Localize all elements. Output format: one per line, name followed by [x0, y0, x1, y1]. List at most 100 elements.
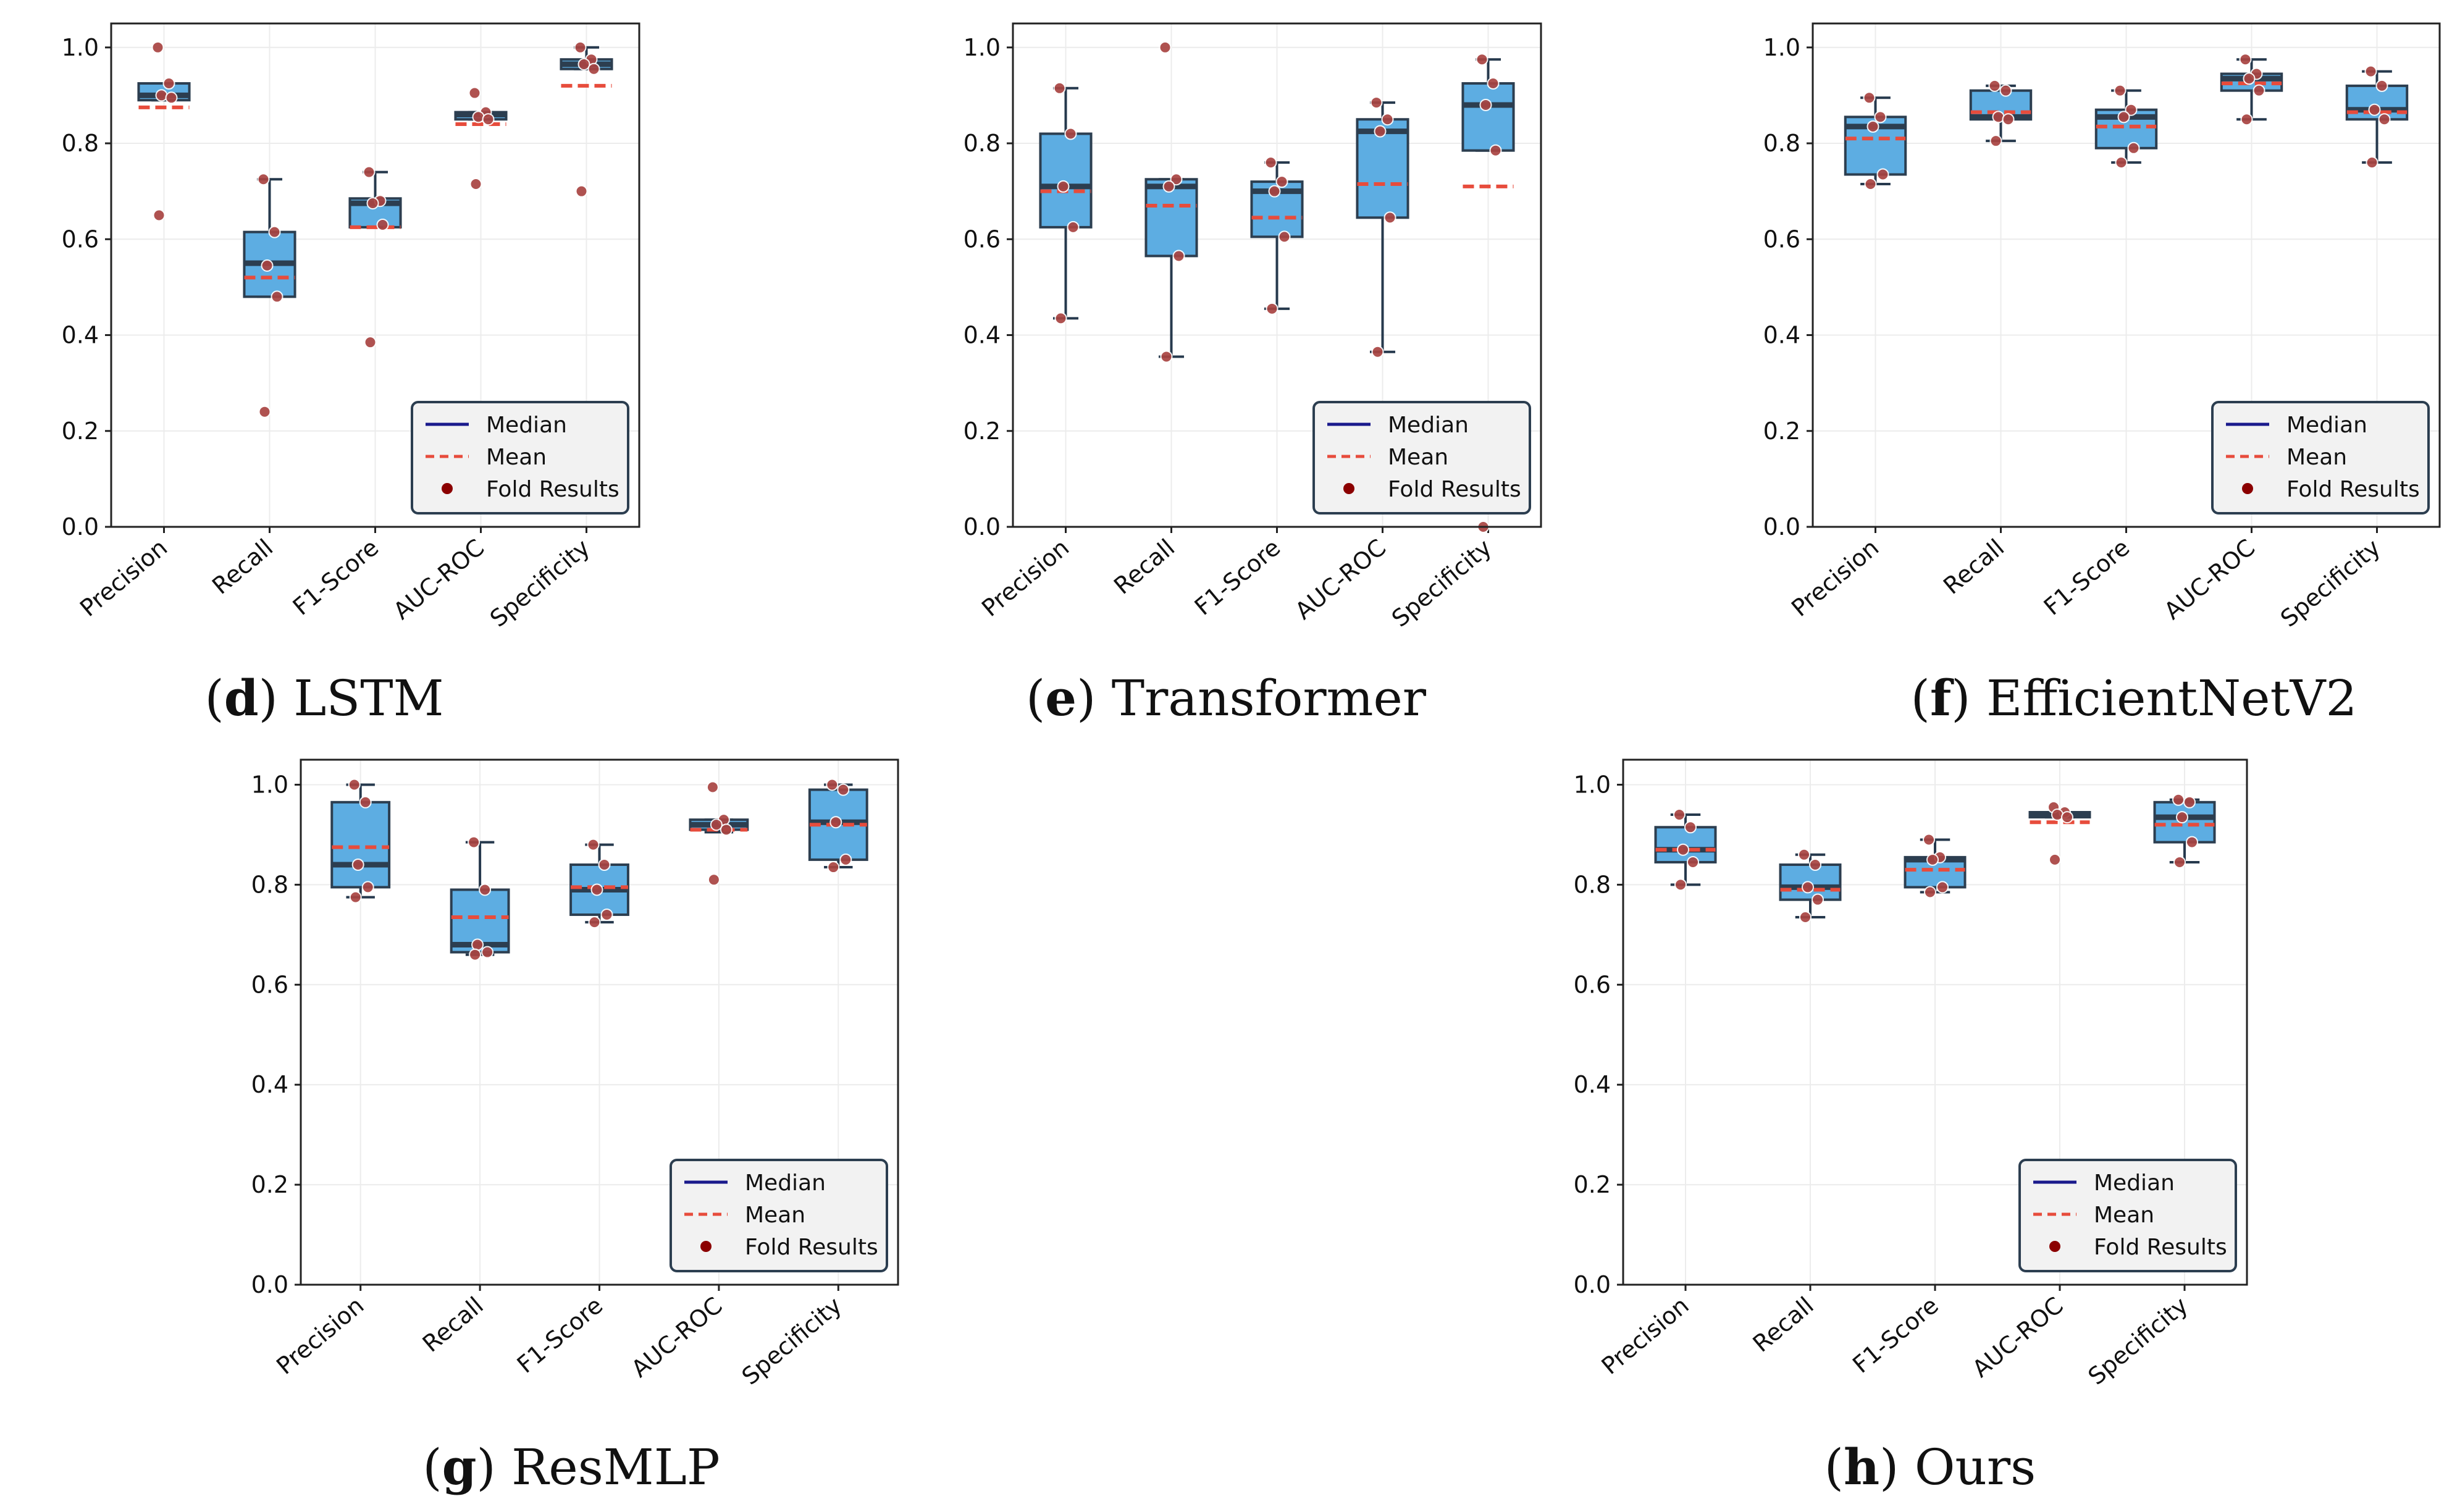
fold-result-point — [1812, 893, 1824, 906]
fold-result-point — [469, 178, 482, 191]
legend-label: Fold Results — [486, 477, 619, 502]
fold-result-point — [1684, 821, 1697, 834]
x-tick-label: Precision — [271, 1292, 369, 1380]
chart-panel-f: 0.0 0.2 0.4 0.6 0.8 1.0 Precision Recall F1-Scor… — [1763, 22, 2441, 632]
box-precision — [137, 41, 191, 222]
chart-panel-g: 0.0 0.2 0.4 0.6 0.8 1.0 Precision Recall F1-Scor… — [251, 758, 899, 1390]
y-tick-label: 0.0 — [62, 513, 99, 540]
box-f1-score — [348, 166, 402, 349]
legend-frame — [411, 401, 629, 514]
fold-result-point — [827, 861, 840, 874]
box-recall — [243, 173, 296, 418]
fold-result-point — [706, 781, 719, 794]
x-tick-label: Precision — [1597, 1292, 1694, 1380]
legend: Median Mean Fold Results — [2211, 401, 2430, 514]
legend-label: Fold Results — [2286, 477, 2420, 502]
x-tick-label: AUC-ROC — [626, 1292, 728, 1382]
x-tick-label: Specificity — [485, 534, 595, 632]
y-tick-label: 0.8 — [62, 130, 99, 157]
legend: Median Mean Fold Results — [1312, 401, 1531, 514]
box-precision — [1844, 91, 1907, 191]
fold-result-point — [1923, 833, 1935, 846]
x-tick-label: Precision — [976, 534, 1074, 622]
fold-result-point — [577, 57, 590, 70]
fold-result-point — [1677, 843, 1689, 856]
x-tick-label: Specificity — [2083, 1292, 2193, 1390]
fold-result-point — [1275, 175, 1288, 188]
x-tick-label: Recall — [418, 1292, 489, 1358]
fold-result-point — [351, 859, 364, 871]
y-tick-label: 0.4 — [964, 322, 1001, 349]
fold-result-point — [1924, 886, 1936, 899]
fold-result-point — [574, 41, 587, 54]
fold-result-point — [1067, 220, 1080, 233]
legend-label: Median — [2094, 1170, 2175, 1196]
box-auc-roc — [1356, 96, 1409, 358]
fold-result-point — [471, 938, 484, 951]
fold-result-point — [1162, 180, 1175, 193]
fold-result-point — [2368, 103, 2381, 116]
fold-result-point — [481, 946, 494, 959]
box-specificity — [2153, 793, 2216, 868]
fold-result-point — [153, 209, 166, 222]
fold-result-point — [479, 883, 492, 896]
y-tick-label: 0.8 — [964, 130, 1001, 157]
fold-result-point — [1172, 250, 1185, 262]
fold-result-point — [257, 173, 270, 186]
x-tick-label: F1-Score — [1847, 1292, 1944, 1379]
fold-result-point — [1160, 350, 1173, 363]
fold-result-point — [1370, 96, 1383, 109]
fold-result-point — [2243, 72, 2256, 85]
y-tick-label: 0.0 — [251, 1271, 288, 1298]
fold-result-point — [2186, 836, 2198, 849]
box-auc-roc — [689, 781, 749, 886]
fold-result-point — [710, 818, 723, 831]
fold-result-point — [2115, 156, 2128, 169]
box-recall — [1969, 79, 2033, 148]
fold-result-point — [598, 859, 611, 871]
box-f1-score — [1250, 156, 1304, 315]
box-f1-score — [569, 838, 629, 929]
legend-frame — [1312, 401, 1531, 514]
x-tick-label: F1-Score — [288, 534, 384, 621]
fold-result-point — [1999, 84, 2012, 97]
box-auc-roc — [2028, 800, 2091, 866]
y-tick-label: 0.0 — [1763, 513, 1800, 540]
fold-result-point — [588, 916, 601, 929]
legend-label: Median — [2286, 413, 2367, 438]
x-tick-label: Precision — [75, 534, 172, 622]
fold-result-point — [1798, 848, 1810, 861]
fold-result-point — [1876, 168, 1889, 181]
fold-result-point — [707, 873, 720, 886]
fold-result-point — [363, 166, 376, 178]
y-tick-label: 0.4 — [62, 322, 99, 349]
iqr-box — [330, 800, 391, 889]
axes-frame — [1812, 22, 2441, 528]
fold-result-point — [2240, 113, 2253, 126]
legend-fold-swatch — [700, 1241, 712, 1252]
x-tick-label: Precision — [1786, 534, 1884, 622]
chart-panel-e: 0.0 0.2 0.4 0.6 0.8 1.0 Precision Recall F1-Scor… — [964, 22, 1542, 632]
axes-frame — [1622, 758, 2248, 1286]
y-tick-label: 0.8 — [1574, 871, 1611, 898]
fold-result-point — [376, 219, 389, 231]
legend: Median Mean Fold Results — [2018, 1159, 2237, 1272]
fold-result-point — [600, 908, 613, 921]
y-tick-label: 0.6 — [62, 225, 99, 253]
fold-result-point — [1989, 135, 2002, 148]
fold-result-point — [2125, 103, 2138, 116]
fold-result-point — [1054, 312, 1067, 325]
legend: Median Mean Fold Results — [670, 1159, 888, 1272]
chart-panel-d: 0.0 0.2 0.4 0.6 0.8 1.0 Precision Recall F1-Scor… — [62, 22, 640, 632]
fold-result-point — [268, 225, 281, 238]
fold-result-point — [1866, 120, 1879, 133]
legend-fold-swatch — [2049, 1241, 2060, 1252]
fold-result-point — [2061, 811, 2073, 824]
y-tick-label: 0.6 — [251, 971, 288, 998]
fold-result-point — [1687, 855, 1699, 868]
fold-result-point — [1371, 345, 1384, 358]
x-tick-label: F1-Score — [512, 1292, 608, 1379]
fold-result-point — [2172, 793, 2185, 806]
x-tick-label: Recall — [207, 534, 278, 600]
y-tick-label: 0.6 — [1763, 225, 1800, 253]
